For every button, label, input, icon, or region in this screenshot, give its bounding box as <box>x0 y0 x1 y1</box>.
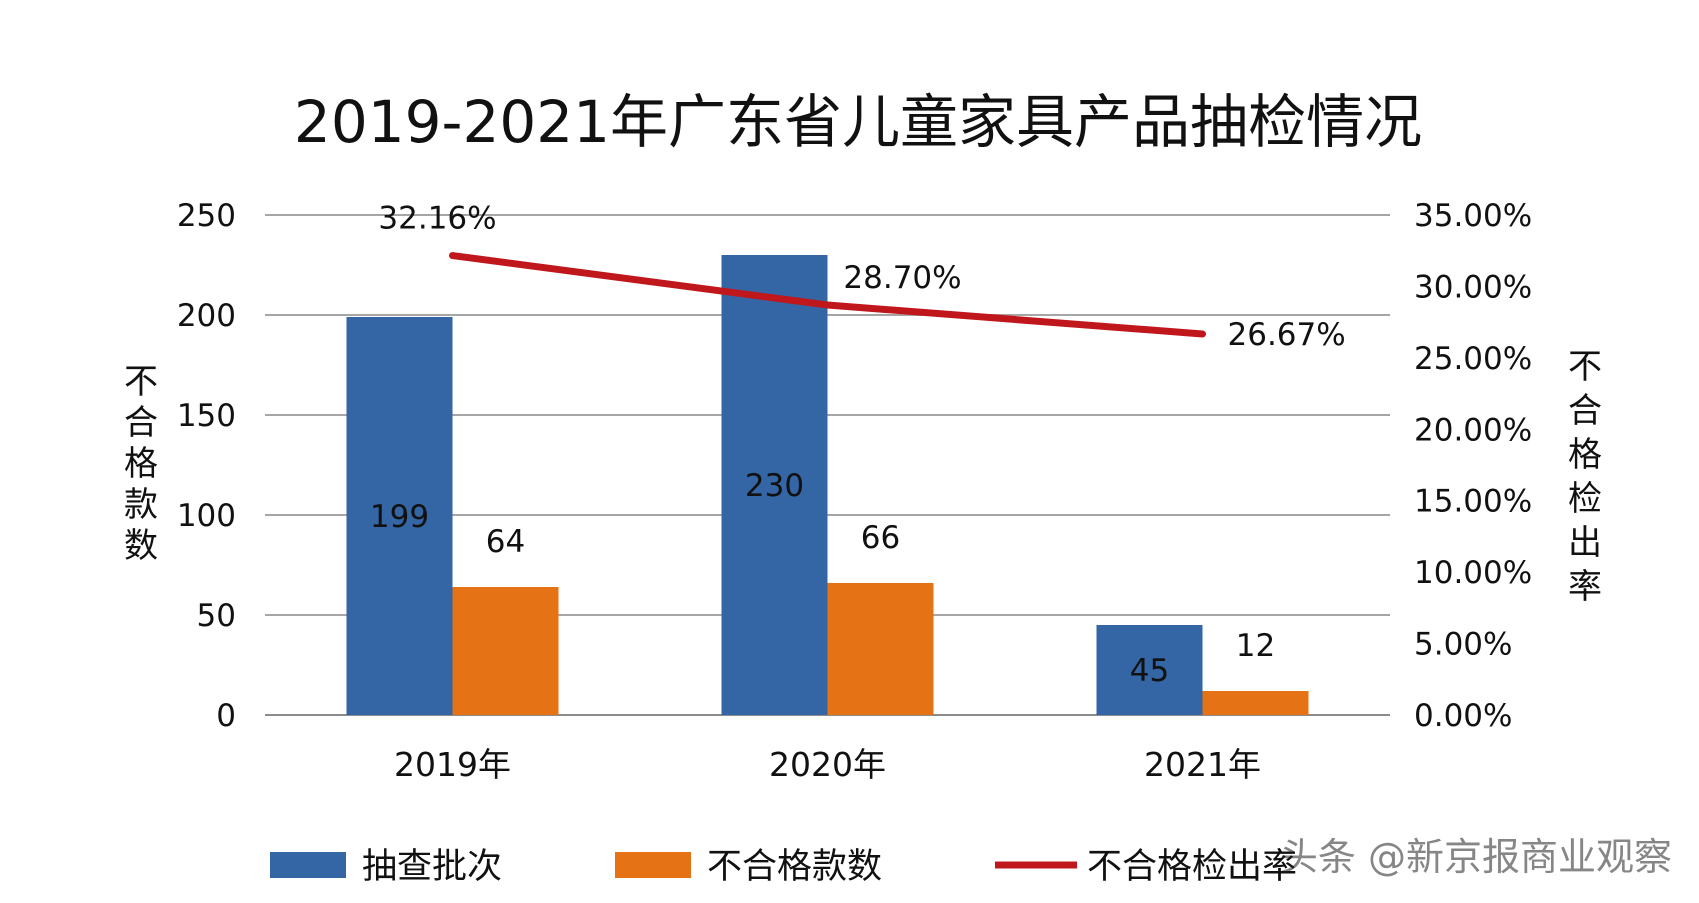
legend-label: 不合格款数 <box>707 847 882 887</box>
right-tick-label: 20.00% <box>1414 412 1532 448</box>
right-tick-label: 35.00% <box>1414 198 1532 234</box>
bar <box>452 587 559 715</box>
bar-data-labels: 199 64 230 66 45 12 <box>370 468 1275 689</box>
line-data-labels: 32.16% 28.70% 26.67% <box>378 201 1345 353</box>
legend-swatch <box>615 852 691 878</box>
category-labels: 2019年 2020年 2021年 <box>394 745 1261 784</box>
legend-label: 不合格检出率 <box>1087 847 1297 887</box>
line-value-label: 32.16% <box>378 201 496 237</box>
watermark: 头条 @新京报商业观察 <box>1280 835 1672 879</box>
line-value-label: 26.67% <box>1228 317 1346 353</box>
left-axis-title-char: 不 <box>124 362 158 402</box>
right-axis-title-char: 格 <box>1568 435 1602 475</box>
bar-value-label: 64 <box>486 524 525 560</box>
left-tick-label: 250 <box>177 198 236 234</box>
right-axis-title-char: 不 <box>1568 347 1602 387</box>
right-tick-label: 10.00% <box>1414 555 1532 591</box>
bar-value-label: 45 <box>1130 653 1169 689</box>
left-axis-title: 不合格款数 <box>124 362 158 566</box>
right-axis-title: 不合格检出率 <box>1568 347 1602 607</box>
bar <box>721 255 828 715</box>
category-label: 2021年 <box>1144 745 1261 784</box>
line-point <box>1199 331 1206 337</box>
bar-series <box>346 255 1309 715</box>
bar <box>346 317 453 715</box>
right-tick-label: 15.00% <box>1414 484 1532 520</box>
line-point <box>449 252 456 259</box>
bar-value-label: 66 <box>861 520 900 556</box>
bar <box>1202 691 1309 715</box>
left-tick-label: 100 <box>177 498 236 534</box>
bar-value-label: 199 <box>370 499 429 535</box>
category-label: 2020年 <box>769 745 886 784</box>
line-point <box>824 302 831 308</box>
right-axis-title-char: 合 <box>1568 391 1602 431</box>
right-tick-label: 5.00% <box>1414 627 1512 663</box>
legend: 抽查批次 不合格款数 不合格检出率 <box>270 847 1297 887</box>
legend-label: 抽查批次 <box>362 847 502 887</box>
legend-swatch <box>270 852 346 878</box>
left-axis-title-char: 款 <box>124 485 158 525</box>
left-tick-label: 150 <box>177 398 236 434</box>
left-tick-label: 50 <box>197 598 236 634</box>
line-value-label: 28.70% <box>843 260 961 296</box>
category-label: 2019年 <box>394 745 511 784</box>
left-axis-ticks: 0 50 100 150 200 250 <box>177 198 236 734</box>
bar-value-label: 12 <box>1236 628 1275 664</box>
left-axis-title-char: 格 <box>124 444 158 484</box>
right-axis-ticks: 0.00% 5.00% 10.00% 15.00% 20.00% 25.00% 30.00%… <box>1414 198 1532 734</box>
right-tick-label: 25.00% <box>1414 341 1532 377</box>
left-tick-label: 200 <box>177 298 236 334</box>
left-axis-title-char: 数 <box>124 526 158 566</box>
bar-value-label: 230 <box>745 468 804 504</box>
right-axis-title-char: 率 <box>1568 567 1602 607</box>
right-axis-title-char: 出 <box>1568 523 1602 563</box>
left-tick-label: 0 <box>216 698 236 734</box>
right-tick-label: 0.00% <box>1414 698 1512 734</box>
bar <box>1096 625 1203 715</box>
right-axis-title-char: 检 <box>1568 479 1602 519</box>
bar <box>827 583 934 715</box>
line-series <box>449 252 1206 338</box>
right-tick-label: 30.00% <box>1414 269 1532 305</box>
chart-title: 2019-2021年广东省儿童家具产品抽检情况 <box>294 88 1422 156</box>
left-axis-title-char: 合 <box>124 403 158 443</box>
